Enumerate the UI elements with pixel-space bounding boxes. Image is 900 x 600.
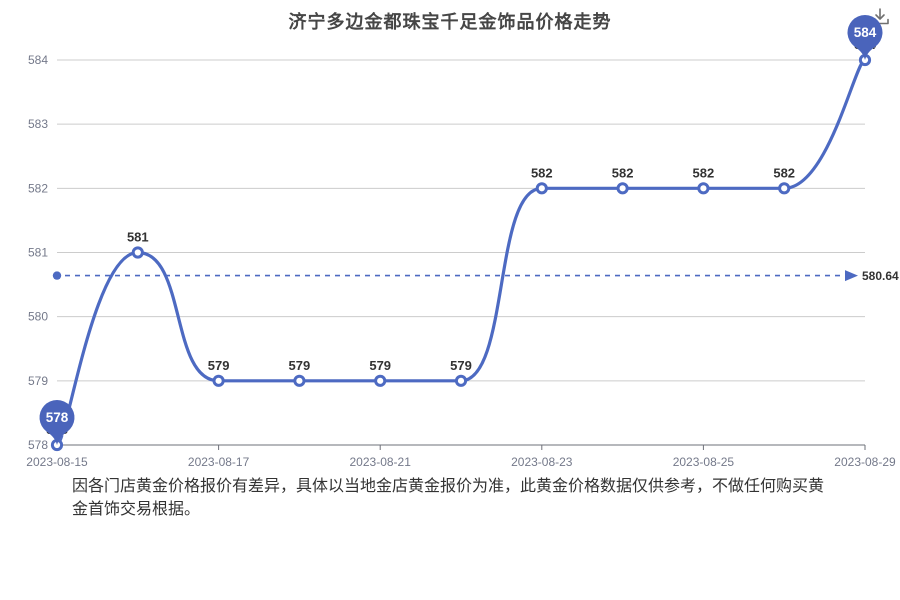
average-line-arrow	[845, 270, 858, 282]
data-point[interactable]	[778, 182, 791, 195]
data-point[interactable]	[131, 246, 144, 259]
y-axis-label: 578	[28, 438, 48, 452]
y-axis-label: 583	[28, 117, 48, 131]
x-axis-label: 2023-08-29	[834, 455, 896, 469]
data-point[interactable]	[535, 182, 548, 195]
x-axis-label: 2023-08-21	[350, 455, 412, 469]
x-axis-label: 2023-08-15	[26, 455, 88, 469]
data-point-label: 582	[612, 165, 634, 180]
average-line-start-dot	[52, 271, 62, 280]
data-point[interactable]	[374, 374, 387, 387]
y-axis-label: 584	[28, 53, 48, 67]
data-point-label: 582	[773, 165, 795, 180]
x-axis-label: 2023-08-17	[188, 455, 250, 469]
max-marker-pin-label: 584	[854, 25, 877, 40]
max-marker-pin[interactable]	[847, 15, 883, 61]
data-point[interactable]	[212, 374, 225, 387]
data-point-label: 579	[289, 358, 311, 373]
data-point[interactable]	[293, 374, 306, 387]
data-point[interactable]	[454, 374, 468, 387]
y-axis-label: 579	[28, 374, 48, 388]
data-point-label: 579	[369, 358, 391, 373]
y-axis-label: 582	[28, 181, 48, 195]
y-axis-label: 580	[28, 310, 48, 324]
data-point-label: 579	[450, 358, 472, 373]
min-marker-pin[interactable]	[39, 400, 75, 445]
x-axis-label: 2023-08-25	[673, 455, 735, 469]
y-axis-label: 581	[28, 246, 48, 260]
average-line-label: 580.64	[862, 269, 899, 283]
data-point-label: 581	[127, 230, 149, 245]
chart-title: 济宁多边金都珠宝千足金饰品价格走势	[288, 12, 612, 32]
data-point[interactable]	[616, 182, 629, 195]
data-point[interactable]	[697, 182, 710, 195]
min-marker-pin-label: 578	[46, 410, 69, 425]
disclaimer-text: 因各门店黄金价格报价有差异，具体以当地金店黄金报价为准，此黄金价格数据仅供参考，…	[72, 478, 825, 518]
x-axis-label: 2023-08-23	[511, 455, 573, 469]
data-point-label: 582	[531, 165, 553, 180]
data-point-label: 582	[693, 165, 715, 180]
data-point-label: 579	[208, 358, 230, 373]
